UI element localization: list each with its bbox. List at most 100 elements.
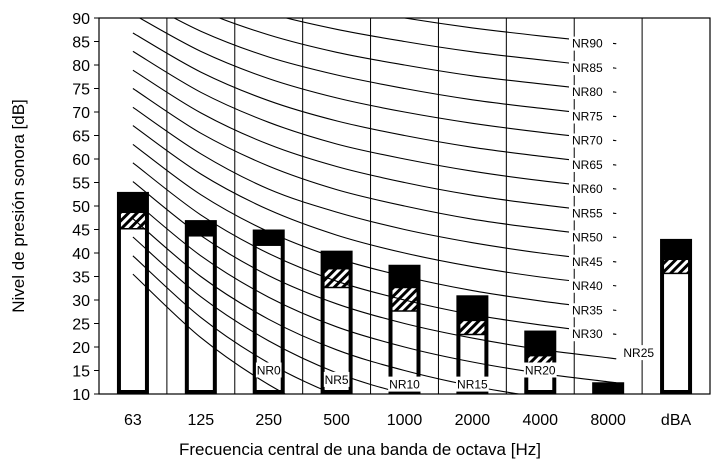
x-tick-label: 125 (187, 412, 214, 429)
nr-label-bg (569, 206, 613, 221)
bar-hatch-band (664, 260, 689, 273)
y-tick-label: 65 (72, 129, 90, 146)
bar-hatch-band (528, 356, 553, 367)
y-axis-title: Nivel de presión sonora [dB] (9, 99, 28, 313)
bars-layer (116, 191, 693, 394)
y-tick-label: 25 (72, 317, 90, 334)
y-tick-label: 85 (72, 35, 90, 52)
y-tick-label: 60 (72, 152, 90, 169)
x-tick-label: 2000 (455, 412, 491, 429)
y-tick-label: 45 (72, 223, 90, 240)
nr-inline-label-bg (523, 362, 557, 378)
bar-4000 (524, 330, 557, 394)
x-tick-label: 63 (124, 412, 142, 429)
y-tick-label: 15 (72, 364, 90, 381)
nr-inline-label: NR10 (389, 378, 420, 392)
bar-8000 (592, 382, 625, 394)
nr-label: NR60 (572, 182, 603, 196)
nr-inline-label-bg (455, 376, 489, 392)
bar-inner (188, 236, 213, 390)
bar-inner (664, 274, 689, 390)
bar-1000 (388, 264, 421, 394)
nr-inline-label: NR25 (623, 346, 654, 360)
y-tick-label: 40 (72, 246, 90, 263)
bar-hatch-band (324, 269, 349, 287)
nr-curve-NR25 (132, 181, 617, 360)
nr-curve-NR0 (132, 273, 287, 394)
nr-inline-label-bg (255, 362, 282, 378)
nr-label-bg (569, 109, 613, 124)
nr-label-bg (569, 303, 613, 318)
nr-label: NR50 (572, 230, 603, 244)
x-axis-ticks: 63 125 250 500 1000 2000 4000 8000 dBA (124, 412, 691, 429)
bar-dBA (660, 238, 693, 394)
grid-lines (166, 18, 643, 394)
nr-label: NR40 (572, 279, 603, 293)
nr-label-bg (569, 327, 613, 342)
nr-label: NR55 (572, 206, 603, 220)
x-tick-label: 4000 (522, 412, 558, 429)
bar-63 (116, 191, 149, 394)
nr-curve-NR20 (132, 199, 617, 384)
y-tick-label: 80 (72, 58, 90, 75)
nr-curve-NR60 (132, 50, 617, 190)
x-tick-label: 250 (255, 412, 282, 429)
nr-curve-NR10 (132, 236, 407, 394)
nr-curve-NR15 (132, 218, 523, 394)
nr-label: NR35 (572, 303, 603, 317)
y-tick-label: 75 (72, 82, 90, 99)
nr-inline-label-bg (323, 371, 350, 387)
x-tick-label: dBA (661, 412, 692, 429)
bar-125 (184, 220, 217, 394)
nr-curve-NR55 (132, 69, 617, 215)
y-tick-label: 70 (72, 105, 90, 122)
nr-label-bg (569, 85, 613, 100)
nr-label-bg (569, 36, 613, 51)
nr-inline-label: NR0 (257, 364, 281, 378)
nr-inline-label-bg (622, 345, 656, 361)
y-tick-label: 35 (72, 270, 90, 287)
nr-label: NR45 (572, 255, 603, 269)
nr-inline-label-bg (388, 376, 421, 392)
bar-inner (120, 229, 145, 390)
nr-curve-NR50 (132, 88, 617, 238)
y-tick-label: 20 (72, 340, 90, 357)
nr-label: NR75 (572, 110, 603, 124)
y-tick-label: 55 (72, 176, 90, 193)
nr-label: NR70 (572, 133, 603, 147)
y-tick-label: 10 (72, 387, 90, 404)
nr-curve-labels: NR30 NR35 NR40 NR45 NR50 NR55 NR60 NR65 NR70 NR75… (255, 36, 656, 392)
nr-curve-NR65 (132, 32, 617, 166)
nr-inline-label: NR20 (525, 364, 556, 378)
nr-label: NR90 (572, 37, 603, 51)
nr-curve-NR80 (217, 18, 617, 93)
x-axis-title: Frecuencia central de una banda de octav… (179, 440, 541, 459)
x-tick-label: 500 (323, 412, 350, 429)
nr-label-bg (569, 230, 613, 245)
nr-label-bg (569, 157, 613, 172)
nr-label-bg (569, 278, 613, 293)
nr-label-bg (569, 61, 613, 76)
nr-curve-NR5 (132, 255, 335, 394)
bar-outer (592, 382, 625, 394)
nr-curve-NR85 (283, 18, 617, 69)
y-tick-label: 90 (72, 11, 90, 28)
x-tick-label: 8000 (590, 412, 626, 429)
nr-label-bg (569, 181, 613, 196)
bar-hatch-band (460, 321, 485, 334)
bar-hatch-band (392, 288, 417, 311)
nr-inline-label: NR5 (325, 373, 349, 387)
nr-label: NR80 (572, 85, 603, 99)
nr-label: NR85 (572, 61, 603, 75)
nr-label-bg (569, 133, 613, 148)
nr-label-bg (569, 254, 613, 269)
nr-inline-label: NR15 (457, 378, 488, 392)
nr-label: NR65 (572, 158, 603, 172)
y-axis-ticks: 10 15 20 25 30 35 40 45 50 55 60 65 70 75 80 85 90 (72, 11, 99, 404)
nr-label: NR30 (572, 327, 603, 341)
nr-curve-NR90 (401, 18, 617, 45)
y-tick-label: 30 (72, 293, 90, 310)
y-tick-label: 50 (72, 199, 90, 216)
x-tick-label: 1000 (387, 412, 423, 429)
